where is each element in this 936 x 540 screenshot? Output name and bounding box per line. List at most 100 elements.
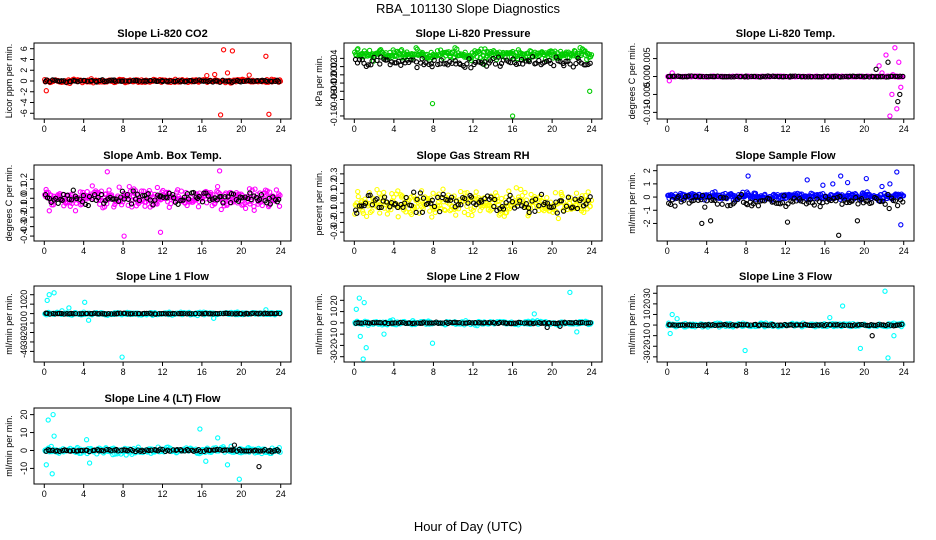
data-point: [365, 62, 371, 68]
data-point: [214, 311, 221, 317]
outlier-point: [699, 220, 705, 227]
data-point: [70, 187, 76, 193]
outlier-point: [157, 229, 164, 235]
x-tick-label: 12: [157, 367, 167, 377]
outlier-point: [217, 112, 224, 118]
data-point: [248, 196, 254, 203]
x-tick-label: 24: [899, 246, 909, 256]
data-point: [175, 201, 181, 207]
y-tick-label: 0.005: [642, 47, 652, 70]
data-point: [139, 193, 146, 199]
data-point: [124, 191, 130, 198]
data-point: [84, 189, 90, 195]
data-point: [451, 193, 457, 199]
chart-title: Slope Line 1 Flow: [116, 271, 209, 283]
outlier-point: [742, 347, 748, 354]
data-point: [360, 210, 366, 216]
outlier-point: [567, 289, 573, 296]
outlier-point: [895, 98, 901, 105]
x-tick-label: 24: [899, 367, 909, 377]
outlier-point: [876, 63, 882, 69]
points: [665, 45, 906, 119]
outlier-point: [674, 316, 680, 322]
data-point: [453, 212, 459, 218]
y-axis-label: degrees C per min.: [4, 165, 14, 242]
data-point: [259, 202, 265, 209]
points: [42, 47, 284, 118]
y-tick-label: -10: [19, 317, 29, 330]
data-point: [377, 210, 383, 216]
data-point: [72, 78, 78, 84]
data-point: [245, 448, 251, 454]
y-tick-label: -2: [19, 88, 29, 96]
data-point: [669, 197, 676, 203]
data-point: [384, 57, 390, 63]
data-point: [679, 322, 686, 328]
data-point: [277, 310, 283, 317]
data-point: [168, 200, 174, 207]
data-point: [548, 204, 554, 211]
outlier-point: [784, 219, 791, 225]
data-point: [388, 206, 394, 213]
x-tick-label: 16: [197, 367, 207, 377]
outlier-point: [224, 462, 231, 468]
data-point: [465, 200, 471, 206]
data-point: [225, 194, 231, 200]
data-point: [98, 447, 105, 454]
data-point: [136, 310, 143, 317]
y-axis-label: Licor ppm per min.: [4, 44, 14, 119]
data-point: [714, 201, 721, 207]
data-point: [448, 194, 455, 200]
data-point: [738, 73, 744, 80]
data-point: [503, 209, 510, 216]
data-point: [209, 196, 216, 202]
data-point: [152, 197, 158, 203]
data-point: [780, 74, 787, 80]
outlier-point: [882, 288, 888, 294]
y-tick-label: -0.2: [19, 209, 29, 225]
outlier-point: [83, 437, 90, 443]
data-point: [800, 73, 806, 80]
outlier-point: [104, 169, 110, 175]
outlier-point: [894, 106, 900, 112]
data-point: [231, 78, 237, 84]
outlier-point: [121, 233, 127, 239]
data-point: [561, 62, 567, 69]
outlier-point: [707, 218, 714, 224]
data-point: [811, 322, 817, 328]
y-tick-label: -0.06: [329, 89, 339, 110]
data-point: [359, 208, 366, 214]
data-point: [376, 204, 382, 211]
data-point: [239, 195, 245, 201]
data-point: [91, 310, 97, 316]
outlier-point: [873, 66, 879, 72]
x-tick-label: 12: [780, 367, 790, 377]
data-point: [469, 320, 475, 326]
data-point: [475, 59, 482, 65]
data-point: [894, 322, 900, 328]
data-point: [472, 320, 479, 326]
data-point: [250, 310, 256, 316]
data-point: [859, 321, 865, 328]
data-point: [129, 204, 135, 210]
data-point: [247, 190, 253, 196]
data-point: [885, 191, 891, 198]
data-point: [672, 203, 678, 209]
data-point: [587, 60, 593, 66]
data-point: [709, 190, 716, 196]
data-point: [416, 210, 422, 216]
data-point: [47, 447, 53, 454]
data-point: [581, 209, 587, 216]
chart-panel: Slope Amb. Box Temp.0 4 8 12 16 20 24-0.4-0.3-…: [4, 150, 292, 256]
data-point: [178, 197, 184, 204]
data-point: [497, 319, 503, 326]
data-point: [214, 183, 221, 190]
data-point: [487, 320, 493, 326]
data-point: [805, 74, 811, 80]
data-point: [565, 194, 572, 200]
data-point: [894, 202, 901, 209]
data-point: [858, 73, 864, 80]
data-point: [816, 322, 822, 328]
data-point: [195, 204, 202, 210]
points: [352, 185, 595, 222]
